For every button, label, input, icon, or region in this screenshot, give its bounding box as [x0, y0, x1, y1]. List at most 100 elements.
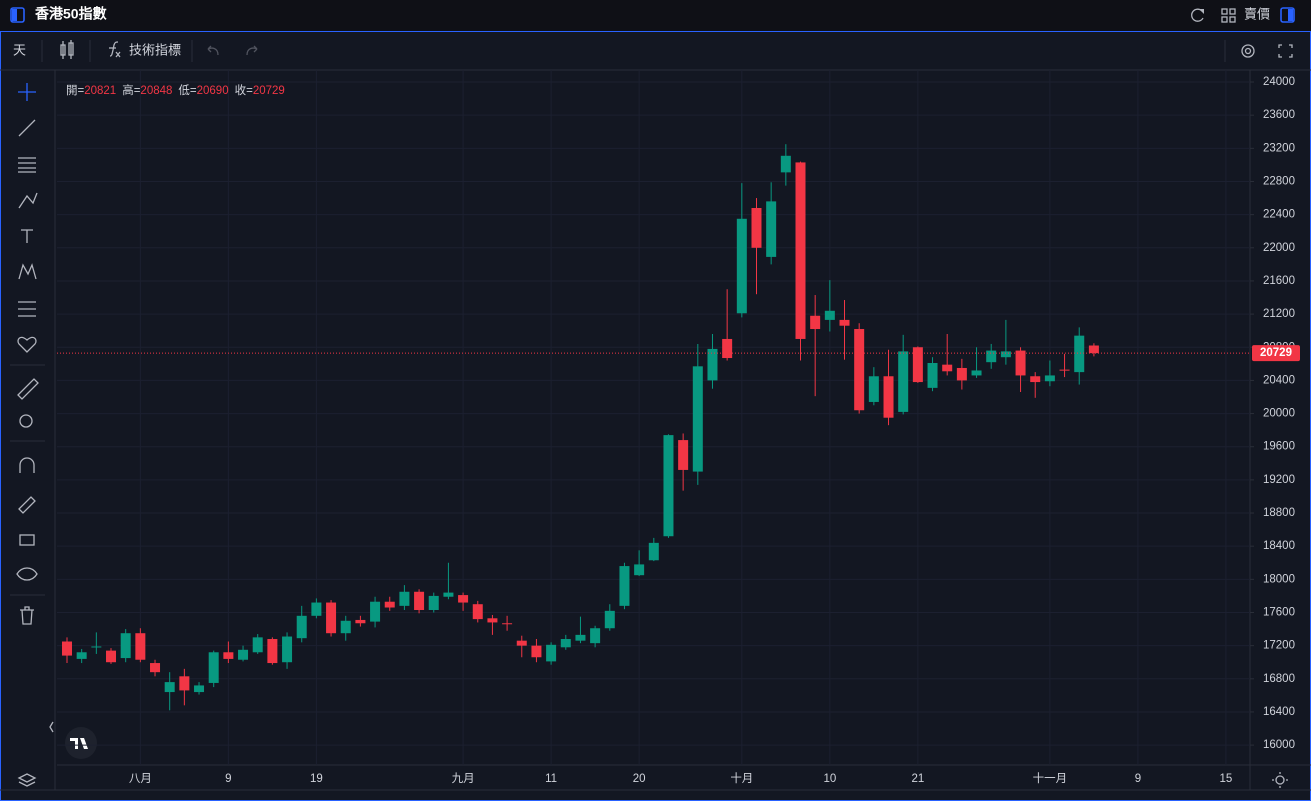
delete-tool[interactable] [20, 606, 34, 625]
candle-body [282, 636, 293, 663]
zoom-tool[interactable] [19, 414, 33, 428]
plot-area [57, 70, 1250, 765]
candle-body [106, 650, 117, 663]
candle-body [780, 155, 791, 173]
layout-button[interactable] [1221, 8, 1236, 23]
price-type[interactable]: 賣價 [1244, 6, 1270, 21]
visibility-tool[interactable] [16, 567, 38, 581]
ohlc-value: 20848 [140, 85, 172, 97]
symbol-title: 香港50指數 [34, 6, 107, 22]
candle-body [868, 376, 879, 402]
candle-body [648, 542, 659, 561]
brush-tool[interactable] [18, 192, 38, 209]
ohlc-value: 20821 [84, 85, 116, 97]
side-panel-toggle[interactable] [1280, 7, 1295, 23]
y-tick-label: 21600 [1263, 275, 1295, 287]
fib-tool[interactable] [18, 157, 36, 173]
ohlc-legend: 開=20821 高=20848 低=20690 收=20729 [66, 83, 285, 97]
candle-body [560, 639, 571, 648]
magnet-tool[interactable] [19, 457, 35, 473]
last-price-tag [1252, 345, 1300, 362]
candle-body [531, 645, 542, 658]
trend-line-tool[interactable] [18, 119, 36, 137]
undo-button[interactable] [207, 45, 219, 56]
candle-body [384, 601, 395, 608]
pattern-tool[interactable] [18, 263, 37, 280]
candle-body [751, 208, 762, 248]
header-bar [0, 0, 1311, 31]
y-tick-label: 17200 [1263, 640, 1295, 652]
text-tool[interactable] [21, 229, 33, 243]
interval-button[interactable]: 天 [13, 42, 26, 57]
candle-body [986, 350, 997, 363]
candle-body [311, 602, 322, 616]
candle-body [355, 619, 366, 624]
x-tick-label: 20 [633, 773, 646, 785]
candle-body [179, 676, 190, 691]
settings-button[interactable] [1241, 44, 1255, 58]
y-tick-label: 23200 [1263, 142, 1295, 154]
candle-body [135, 633, 146, 660]
candle-body [839, 319, 850, 326]
object-tree-button[interactable] [17, 773, 37, 787]
projection-tool[interactable] [18, 301, 36, 317]
ohlc-label: 低= [178, 84, 196, 97]
y-tick-label: 16000 [1263, 739, 1295, 751]
axis-settings[interactable] [1272, 772, 1288, 788]
ohlc-label: 開= [66, 84, 84, 97]
y-tick-label: 19200 [1263, 474, 1295, 486]
candle-body [1074, 335, 1085, 373]
x-tick-label: 21 [911, 773, 924, 785]
lock-tool[interactable] [19, 534, 35, 546]
refresh-button[interactable] [1191, 8, 1204, 22]
candle-body [692, 366, 703, 472]
candle-body [546, 644, 557, 662]
candle-body [1088, 345, 1099, 354]
y-tick-label: 18800 [1263, 507, 1295, 519]
indicators-icon[interactable] [109, 41, 121, 58]
redo-button[interactable] [246, 45, 258, 56]
candle-body [1059, 369, 1070, 371]
candle-body [208, 652, 219, 683]
candle-body [1000, 351, 1011, 358]
y-tick-label: 20000 [1263, 408, 1295, 420]
favorites-tool[interactable] [17, 336, 37, 353]
x-tick-label: 八月 [129, 773, 152, 785]
candle-body [252, 637, 263, 653]
crosshair-tool[interactable] [18, 83, 36, 101]
candle-body [912, 347, 923, 383]
candle-body [619, 566, 630, 606]
y-tick-label: 18000 [1263, 573, 1295, 585]
chart-type-button[interactable] [60, 40, 74, 59]
candle-body [678, 440, 689, 470]
candle-body [604, 610, 615, 629]
candle-body [1015, 350, 1026, 376]
y-tick-label: 22800 [1263, 176, 1295, 188]
y-tick-label: 19600 [1263, 441, 1295, 453]
candle-body [956, 367, 967, 381]
candle-body [120, 633, 131, 659]
measure-tool[interactable] [17, 378, 39, 400]
candle-body [296, 615, 307, 639]
y-tick-label: 21200 [1263, 308, 1295, 320]
fullscreen-button[interactable] [1278, 44, 1293, 58]
lock-drawing-tool[interactable] [18, 496, 36, 514]
ohlc-value: 20690 [197, 85, 229, 97]
collapse-button[interactable] [49, 721, 54, 733]
panel-toggle[interactable] [10, 7, 25, 23]
ohlc-label: 收= [235, 83, 253, 97]
candle-body [663, 435, 674, 537]
candle-body [91, 646, 102, 648]
candle-body [575, 634, 586, 641]
candle-body [971, 370, 982, 376]
candle-body [927, 363, 938, 388]
candle-body [883, 376, 894, 418]
candle-body [707, 348, 718, 381]
candle-body [487, 618, 498, 623]
indicators-button[interactable]: 技術指標 [129, 42, 181, 57]
x-tick-label: 十月 [730, 771, 753, 785]
y-tick-label: 23600 [1263, 109, 1295, 121]
x-tick-label: 9 [225, 773, 231, 785]
candle-body [194, 685, 205, 693]
